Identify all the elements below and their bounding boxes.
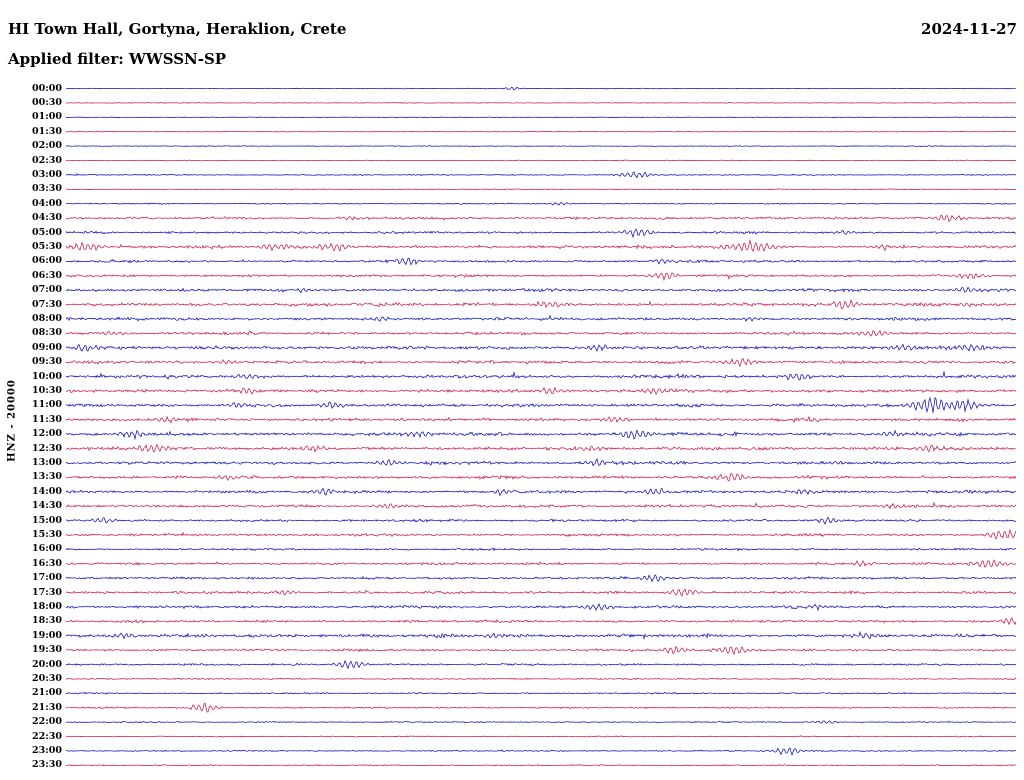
seismogram-traces (66, 80, 1016, 776)
time-tick-label: 21:00 (32, 687, 62, 699)
time-tick-label: 23:30 (32, 759, 62, 771)
time-tick-label: 10:30 (32, 384, 62, 396)
time-tick-label: 06:00 (32, 255, 62, 267)
time-tick-label: 16:00 (32, 543, 62, 555)
time-tick-label: 14:30 (32, 500, 62, 512)
time-tick-label: 03:00 (32, 168, 62, 180)
time-tick-label: 14:00 (32, 485, 62, 497)
time-tick-label: 04:00 (32, 197, 62, 209)
time-tick-label: 22:30 (32, 730, 62, 742)
time-tick-label: 12:30 (32, 442, 62, 454)
filter-label: Applied filter: WWSSN-SP (8, 50, 227, 68)
time-tick-label: 02:00 (32, 140, 62, 152)
time-tick-label: 01:00 (32, 111, 62, 123)
time-tick-label: 18:30 (32, 615, 62, 627)
time-tick-label: 15:30 (32, 528, 62, 540)
time-tick-label: 07:00 (32, 284, 62, 296)
time-tick-label: 04:30 (32, 212, 62, 224)
time-tick-label: 09:30 (32, 356, 62, 368)
time-tick-label: 08:00 (32, 312, 62, 324)
time-tick-label: 11:00 (32, 399, 62, 411)
time-tick-label: 00:00 (32, 82, 62, 94)
time-tick-label: 05:00 (32, 226, 62, 238)
time-tick-label: 19:30 (32, 644, 62, 656)
time-tick-label: 22:00 (32, 716, 62, 728)
time-tick-label: 21:30 (32, 701, 62, 713)
time-tick-label: 05:30 (32, 240, 62, 252)
time-tick-label: 10:00 (32, 370, 62, 382)
time-tick-label: 08:30 (32, 327, 62, 339)
time-tick-label: 18:00 (32, 600, 62, 612)
time-tick-label: 13:00 (32, 456, 62, 468)
time-tick-label: 00:30 (32, 96, 62, 108)
time-tick-label: 23:00 (32, 744, 62, 756)
time-tick-label: 06:30 (32, 269, 62, 281)
page-title: HI Town Hall, Gortyna, Heraklion, Crete (8, 20, 347, 38)
time-tick-label: 02:30 (32, 154, 62, 166)
time-tick-label: 16:30 (32, 557, 62, 569)
time-tick-label: 19:00 (32, 629, 62, 641)
time-tick-label: 11:30 (32, 413, 62, 425)
time-tick-label: 20:00 (32, 658, 62, 670)
time-tick-label: 13:30 (32, 471, 62, 483)
time-tick-label: 15:00 (32, 514, 62, 526)
time-tick-label: 17:30 (32, 586, 62, 598)
time-axis-labels: 00:00 00:30 01:00 01:30 02:00 02:30 03:00 03:30… (0, 0, 62, 780)
time-tick-label: 17:00 (32, 572, 62, 584)
time-tick-label: 01:30 (32, 125, 62, 137)
time-tick-label: 07:30 (32, 298, 62, 310)
time-tick-label: 12:00 (32, 428, 62, 440)
time-tick-label: 09:00 (32, 341, 62, 353)
date-label: 2024-11-27 (921, 20, 1017, 38)
time-tick-label: 03:30 (32, 183, 62, 195)
time-tick-label: 20:30 (32, 672, 62, 684)
